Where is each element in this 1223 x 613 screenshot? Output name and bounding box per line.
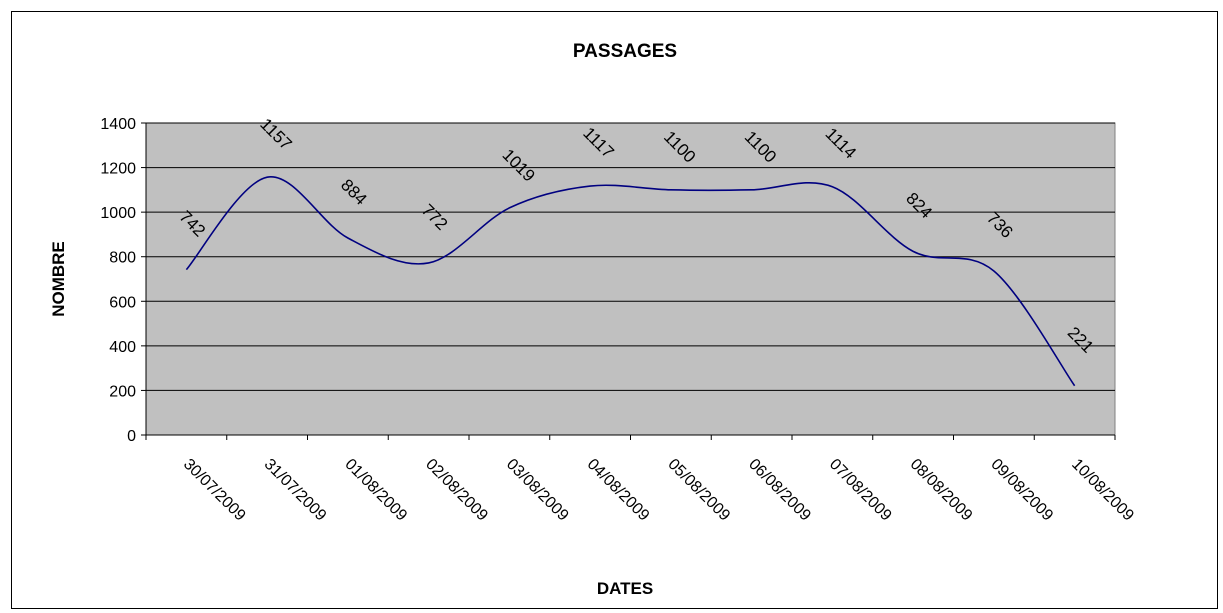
x-axis-title: DATES <box>597 579 653 598</box>
x-tick-label: 31/07/2009 <box>261 456 330 525</box>
chart-title: PASSAGES <box>573 41 677 62</box>
y-tick-label: 1000 <box>100 205 136 222</box>
y-tick-label: 600 <box>109 294 136 311</box>
chart-frame: PASSAGES 0 200 400 600 800 1000 1200 1400 30/07… <box>11 11 1218 609</box>
y-tick-label: 1200 <box>100 161 136 178</box>
axes <box>141 122 1116 440</box>
x-tick-label: 08/08/2009 <box>907 456 976 525</box>
gridlines <box>146 122 1115 391</box>
x-tick-label: 04/08/2009 <box>584 456 653 525</box>
x-tick-label: 30/07/2009 <box>180 456 249 525</box>
y-axis-title: NOMBRE <box>49 241 68 317</box>
y-tick-label: 0 <box>127 428 136 445</box>
y-tick-label: 400 <box>109 339 136 356</box>
series-line <box>185 176 1076 387</box>
x-tick-label: 05/08/2009 <box>664 456 733 525</box>
x-tick-label: 01/08/2009 <box>341 456 410 525</box>
x-tick-label: 07/08/2009 <box>826 456 895 525</box>
x-tick-labels: 30/07/2009 31/07/2009 01/08/2009 02/08/2009… <box>180 456 1137 525</box>
x-tick-label: 09/08/2009 <box>987 456 1056 525</box>
x-tick-label: 10/08/2009 <box>1068 456 1137 525</box>
line-chart: PASSAGES 0 200 400 600 800 1000 1200 1400 30/07… <box>49 41 1137 598</box>
y-tick-label: 1400 <box>100 116 136 133</box>
plot-area <box>145 122 1116 436</box>
y-tick-label: 800 <box>109 250 136 267</box>
x-tick-label: 06/08/2009 <box>745 456 814 525</box>
y-tick-label: 200 <box>109 383 136 400</box>
y-tick-labels: 0 200 400 600 800 1000 1200 1400 <box>100 116 136 445</box>
x-tick-label: 02/08/2009 <box>422 456 491 525</box>
x-tick-label: 03/08/2009 <box>503 456 572 525</box>
